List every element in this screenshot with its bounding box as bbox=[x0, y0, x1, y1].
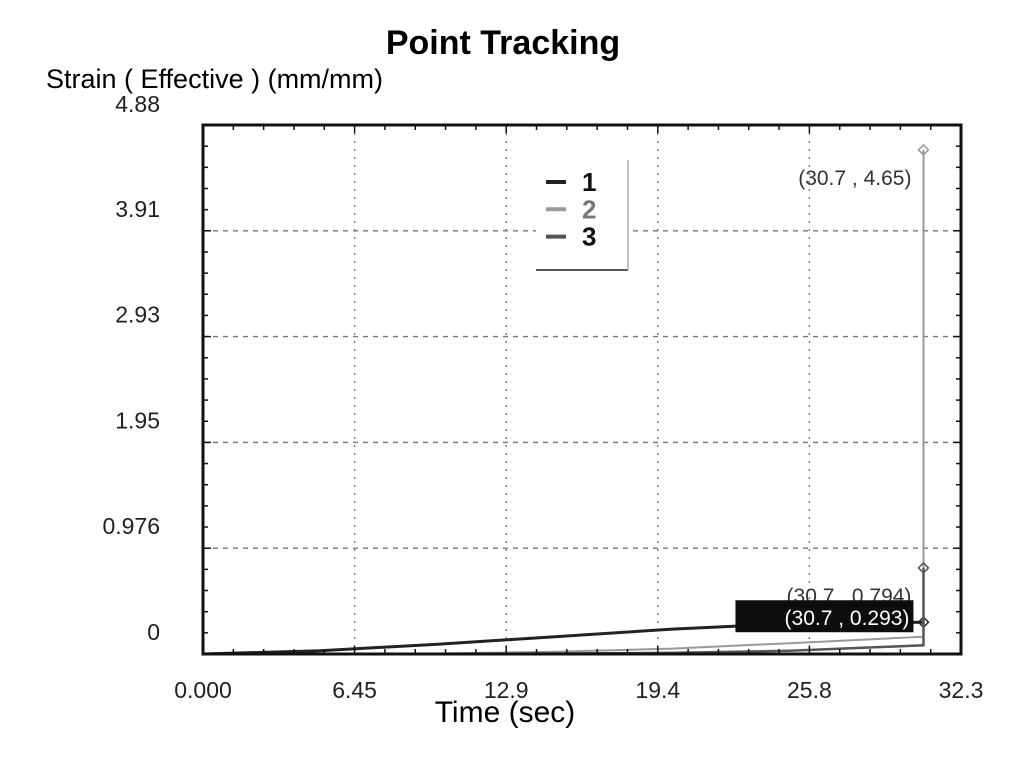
x-tick-label: 25.8 bbox=[787, 677, 832, 703]
x-tick-label: 6.45 bbox=[332, 677, 377, 703]
plot-frame bbox=[201, 123, 963, 656]
legend-label-1: 1 bbox=[582, 167, 596, 197]
annotation-label: (30.7 , 4.65) bbox=[798, 167, 911, 190]
y-tick-label: 0 bbox=[147, 619, 160, 645]
x-tick-label: 32.3 bbox=[939, 677, 984, 703]
x-tick-label: 12.9 bbox=[484, 677, 529, 703]
legend: 123 bbox=[536, 160, 629, 271]
annotation-label: (30.7 , 0.293) bbox=[785, 607, 910, 630]
x-axis-label: Time (sec) bbox=[435, 696, 576, 729]
legend-label-2: 2 bbox=[582, 194, 596, 224]
grid bbox=[203, 125, 961, 654]
x-tick-label: 0.000 bbox=[174, 677, 232, 703]
legend-label-3: 3 bbox=[582, 222, 596, 252]
axis-ticks: 0.000 6.45 12.9 19.4 25.8 32.3 0 0.976 1.95 2.93 3… bbox=[102, 91, 983, 703]
y-tick-label: 4.88 bbox=[115, 91, 160, 117]
y-tick-label: 1.95 bbox=[115, 407, 160, 433]
y-axis-label: Strain ( Effective ) (mm/mm) bbox=[46, 64, 383, 94]
annotation-highlight-box bbox=[735, 600, 914, 633]
legend-box bbox=[536, 160, 628, 270]
series-end-marker-2 bbox=[917, 143, 930, 156]
series-end-marker-3 bbox=[917, 561, 930, 574]
annotations: (30.7 , 4.65)(30.7 , 0.794)(30.7 , 0.293… bbox=[735, 167, 914, 633]
y-tick-label: 2.93 bbox=[115, 302, 160, 328]
x-tick-label: 19.4 bbox=[635, 677, 680, 703]
series-end-marker-1 bbox=[917, 616, 930, 629]
y-tick-label: 0.976 bbox=[102, 513, 160, 539]
chart-title: Point Tracking bbox=[386, 24, 620, 62]
y-tick-label: 3.91 bbox=[115, 196, 160, 222]
